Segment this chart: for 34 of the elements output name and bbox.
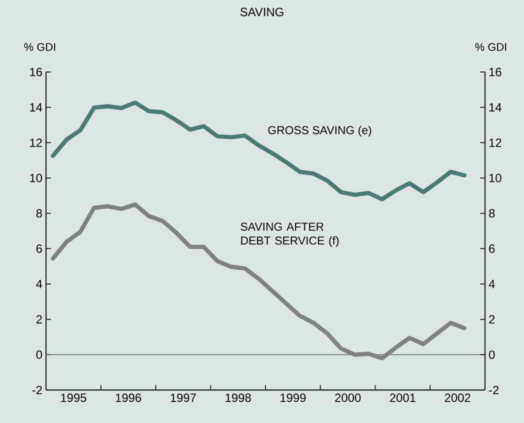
y2-tick-label: 16 xyxy=(489,68,502,76)
x-tick-label: 1996 xyxy=(116,394,142,402)
y2-tick-label: 2 xyxy=(489,315,495,324)
y-axis-title: % GDI xyxy=(24,43,56,51)
y-tick-label: 10 xyxy=(30,174,42,182)
y2-tick-label: 0 xyxy=(489,350,495,359)
x-tick-label: 2000 xyxy=(335,394,361,402)
y-tick-label: 4 xyxy=(36,280,42,288)
x-tick-label: 2001 xyxy=(390,394,416,402)
x-tick-label: 1995 xyxy=(61,394,86,402)
y2-tick-label: 10 xyxy=(489,174,502,182)
y-tick-label: 16 xyxy=(30,68,42,76)
line-series xyxy=(50,100,467,202)
y2-tick-label: 14 xyxy=(489,103,502,112)
y2-tick-label: 12 xyxy=(489,138,502,147)
series-label: SAVING AFTER DEBT SERVICE (f) xyxy=(240,222,339,247)
x-tick-label: 1998 xyxy=(226,394,251,402)
y2-tick-label: -2 xyxy=(489,386,499,394)
y2-tick-label: 6 xyxy=(489,244,495,253)
y-tick-label: 2 xyxy=(36,315,42,324)
y-tick-label: -2 xyxy=(32,386,42,394)
y-tick-label: 6 xyxy=(36,244,42,253)
x-tick-label: 2002 xyxy=(444,394,470,402)
y2-axis-title: % GDI xyxy=(475,43,506,51)
x-tick-label: 1997 xyxy=(170,394,196,402)
series-label: GROSS SAVING (e) xyxy=(268,126,372,136)
x-tick-label: 1999 xyxy=(280,394,306,402)
y-tick-label: 0 xyxy=(36,350,42,359)
chart-title: SAVING xyxy=(240,8,284,16)
y2-tick-label: 8 xyxy=(489,209,495,218)
y-tick-label: 8 xyxy=(36,209,42,218)
y2-tick-label: 4 xyxy=(488,280,495,288)
y-tick-label: 14 xyxy=(30,103,42,112)
y-tick-label: 12 xyxy=(30,138,42,147)
